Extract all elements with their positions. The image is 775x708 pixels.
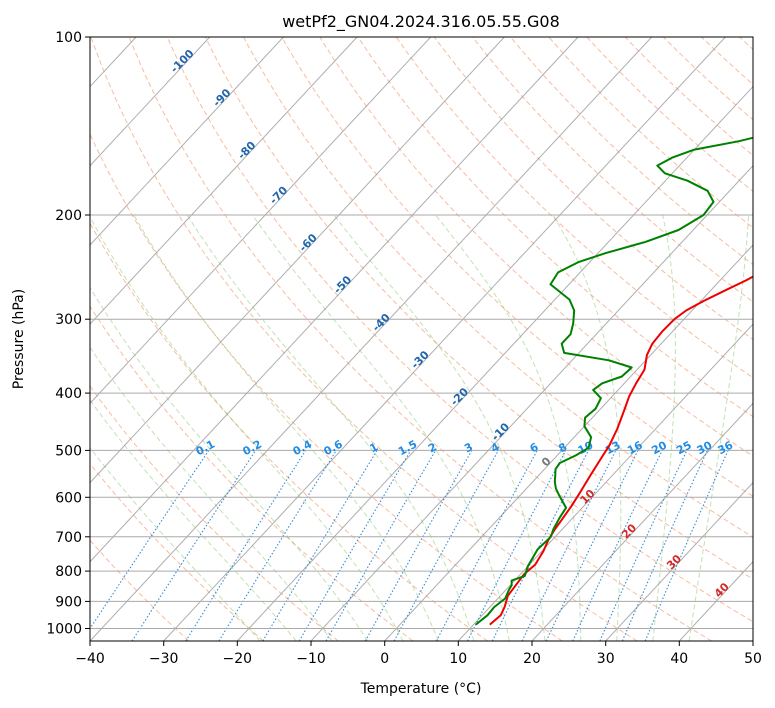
isotherm-line	[90, 37, 505, 484]
mixing-ratio-line	[393, 450, 499, 641]
mixing-ratio-label: 36	[716, 438, 736, 457]
isotherm-line	[90, 37, 653, 641]
background-lines	[0, 37, 753, 641]
mixing-ratio-labels: 0.1 0.2 0.4 0.6 1 1.5 2 3 4 6 8 10 13 16 20 25 30 36	[194, 437, 736, 458]
isotherm-line	[531, 402, 753, 641]
y-tick-label: 400	[55, 386, 82, 402]
x-tick-label: 40	[670, 651, 688, 667]
isotherm-line	[457, 323, 753, 641]
mixing-ratio-line	[90, 450, 210, 630]
mixing-ratio-label: 25	[674, 439, 694, 458]
isotherm-line	[90, 37, 284, 246]
y-tick-label: 800	[55, 564, 82, 580]
x-axis-label: Temperature (°C)	[360, 681, 482, 697]
plot-frame	[89, 36, 754, 642]
mixing-ratio-line	[185, 450, 307, 641]
isotherm-line	[310, 164, 753, 641]
x-tick-label: 30	[597, 651, 615, 667]
mixing-ratio-line	[467, 450, 567, 641]
mixing-ratio-line	[131, 450, 257, 641]
dewpoint-line	[475, 136, 753, 626]
isotherm-line	[384, 244, 753, 641]
isotherm-line	[163, 37, 726, 641]
moist-adiabat-line	[252, 214, 510, 641]
x-tick-label: 50	[744, 651, 762, 667]
x-axis: −40 −30 −20 −10 0 10 20 30 40 50	[75, 641, 762, 667]
y-tick-label: 300	[55, 312, 82, 328]
moist-adiabat-line	[133, 214, 439, 641]
dry-adiabat-line	[357, 37, 753, 418]
dry-adiabat-line	[90, 37, 638, 641]
x-tick-label: −40	[75, 651, 105, 667]
dry-adiabat-line	[281, 37, 753, 497]
dry-adiabat-line	[128, 37, 712, 641]
x-tick-label: 0	[380, 651, 389, 667]
y-axis-label: Pressure (hPa)	[11, 289, 27, 389]
mixing-ratio-line	[621, 450, 708, 641]
mixing-ratio-label: 13	[603, 439, 623, 458]
mixing-ratio-label: 16	[625, 438, 645, 457]
y-tick-label: 700	[55, 530, 82, 546]
y-tick-label: 600	[55, 490, 82, 506]
dry-adiabat-line	[548, 37, 753, 229]
mixing-ratio-line	[599, 450, 688, 641]
mixing-ratio-line	[435, 450, 538, 641]
dry-adiabat-line	[90, 385, 339, 641]
x-tick-label: 20	[523, 651, 541, 667]
mixing-ratio-line	[644, 450, 729, 641]
moist-adiabat-line	[90, 215, 404, 641]
mixing-ratio-line	[545, 450, 639, 641]
chart-title: wetPf2_GN04.2024.316.05.55.G08	[282, 12, 560, 32]
dry-adiabat-line	[90, 462, 264, 641]
y-tick-label: 100	[55, 30, 82, 46]
y-tick-label: 200	[55, 208, 82, 224]
moist-adiabat-line	[90, 446, 261, 641]
mixing-ratio-line	[262, 450, 378, 641]
y-tick-label: 1000	[46, 622, 82, 638]
x-tick-label: 10	[449, 651, 467, 667]
x-tick-label: −10	[296, 651, 326, 667]
isotherm-line	[605, 481, 753, 641]
profile-series	[475, 136, 753, 626]
isotherm-line	[0, 37, 62, 641]
mixing-ratio-label: 30	[695, 438, 715, 457]
dry-adiabat-line	[624, 37, 753, 157]
moist-adiabat-line	[652, 214, 676, 641]
moist-adiabat-line	[90, 286, 369, 641]
isotherm-line	[90, 37, 358, 325]
x-tick-label: −20	[223, 651, 253, 667]
isotherm-line	[90, 37, 579, 563]
x-tick-label: −30	[149, 651, 179, 667]
mixing-ratio-line	[364, 450, 473, 641]
mixing-ratio-line	[572, 450, 663, 641]
isotherm-line	[752, 640, 753, 641]
moist-adiabat-line	[688, 214, 750, 641]
mixing-ratio-line	[218, 450, 337, 641]
mixing-ratio-line	[521, 450, 617, 641]
dry-adiabat-line	[90, 132, 563, 641]
plot-area	[90, 37, 753, 641]
isotherm-line	[236, 85, 753, 641]
dry-adiabat-line	[472, 37, 753, 303]
dry-adiabat-line	[90, 305, 414, 641]
mixing-ratio-label: 20	[649, 438, 669, 457]
isotherm-line	[90, 37, 432, 405]
y-tick-label: 900	[55, 594, 82, 610]
dry-adiabat-line	[433, 37, 753, 341]
y-tick-label: 500	[55, 443, 82, 459]
moist-adiabat-line	[552, 214, 622, 641]
mixing-ratio-line	[491, 450, 589, 641]
y-axis: 100 200 300 400 500 600 700 800 900 1000	[46, 30, 90, 638]
moist-adiabat-line	[90, 399, 297, 641]
dry-adiabat-line	[395, 37, 753, 379]
isotherm-line	[90, 37, 211, 167]
moist-adiabat-line	[186, 214, 475, 641]
